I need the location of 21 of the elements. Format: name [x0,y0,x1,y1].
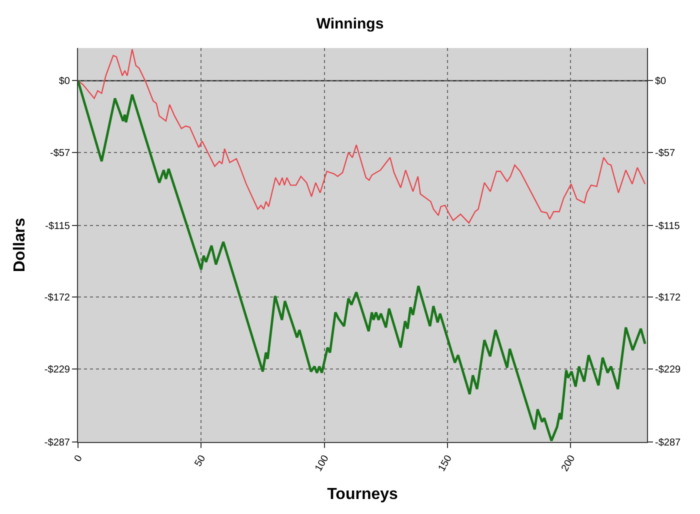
y-tick-label: -$57 [50,148,70,159]
y-tick-label: $0 [58,76,70,88]
x-axis-title: Tourneys [327,486,398,504]
line-series [78,48,646,224]
y-tick-label: -$172 [44,292,70,304]
y-tick-label: -$115 [45,220,70,232]
chart-title: Winnings [316,15,384,32]
y2-tick-label: -$172 [655,292,682,304]
y2-tick-label: -$57 [655,148,676,159]
y-tick-label: -$287 [44,438,70,448]
y-axis-title: Dollars [11,218,28,272]
x-tick-label: 100 [313,453,332,474]
x-tick-label: 0 [72,453,86,464]
y-tick-label: -$229 [44,364,70,376]
y2-tick-label: -$287 [655,438,682,448]
x-tick-label: 150 [436,453,455,474]
y2-tick-label: -$115 [655,220,680,232]
y2-tick-label: -$229 [655,364,682,376]
x-tick-label: 200 [560,453,578,474]
y2-tick-label: $0 [655,76,667,88]
x-tick-label: 50 [193,453,208,469]
